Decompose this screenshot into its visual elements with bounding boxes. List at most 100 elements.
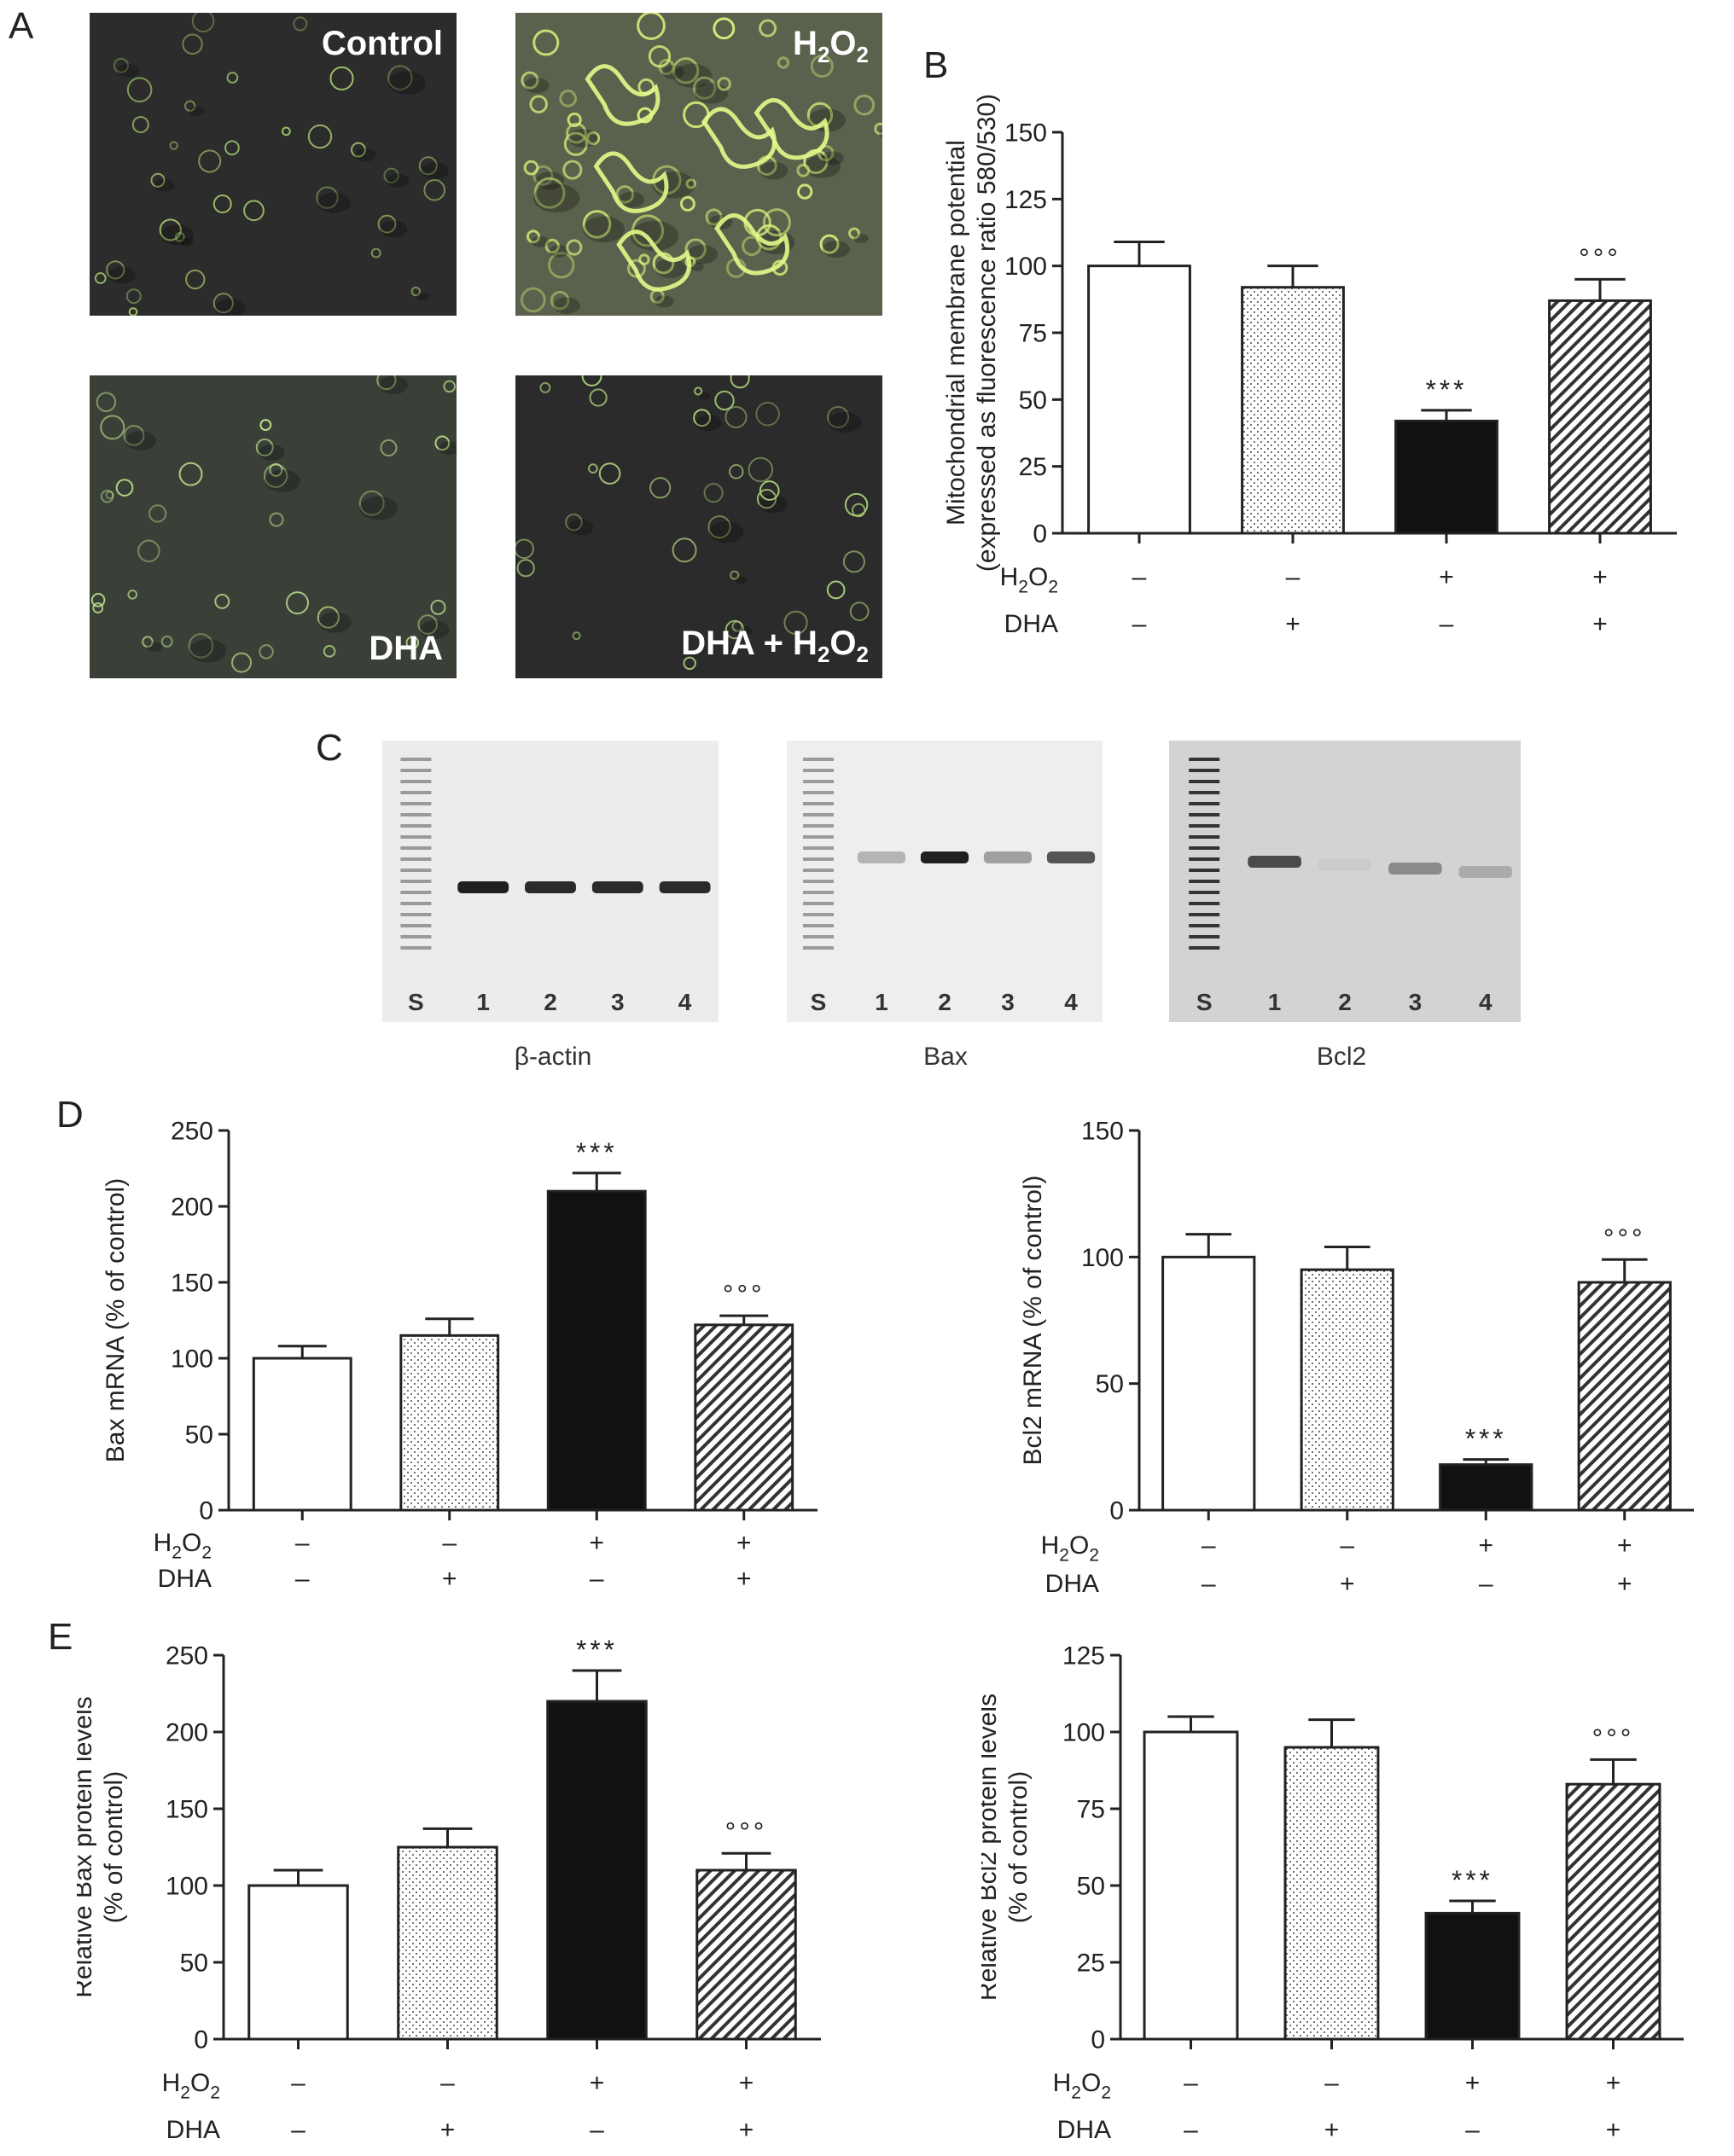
gel-lane-label: 1 — [476, 989, 490, 1015]
y-tick-label: 250 — [166, 1642, 208, 1671]
gel-caption-bax: Bax — [923, 1043, 968, 1071]
y-tick-label: 250 — [171, 1118, 213, 1146]
y-tick-label: 100 — [1081, 1244, 1124, 1272]
significance-annotation: *** — [1426, 374, 1468, 404]
treatment-sign: + — [1606, 2116, 1621, 2144]
gel-image: S 1 2 3 4 — [1169, 741, 1521, 1022]
gel-band — [857, 851, 906, 863]
treatment-sign: + — [1478, 1531, 1493, 1560]
treatment-sign: + — [1617, 1531, 1632, 1560]
treatment-label-h2o2: H2O2 — [1000, 563, 1058, 596]
treatment-sign: – — [1324, 2069, 1339, 2097]
treatment-sign: – — [1184, 2069, 1198, 2097]
micrograph-label: DHA + H2O2 — [681, 625, 869, 667]
y-tick-label: 150 — [166, 1796, 208, 1824]
treatment-sign: + — [1592, 610, 1608, 638]
chart-plot: 0 25 50 75 100 125 150 *** °°° Mitochondrial memb… — [942, 94, 1677, 638]
y-tick-label: 50 — [1077, 1873, 1105, 1901]
treatment-label-dha: DHA — [1057, 2116, 1111, 2144]
gel-band — [457, 881, 509, 893]
y-tick-label: 150 — [1004, 119, 1047, 148]
micrograph-label: Control — [321, 25, 443, 62]
treatment-sign: + — [1617, 1570, 1632, 1598]
treatment-sign: – — [295, 1529, 310, 1557]
treatment-sign: + — [736, 1565, 752, 1593]
gel-caption-bcl2: Bcl2 — [1316, 1043, 1367, 1071]
y-tick-label: 125 — [1062, 1642, 1105, 1671]
gel-lane-label: 4 — [678, 989, 692, 1015]
micrograph-control: Control — [90, 13, 457, 316]
treatment-sign: – — [1440, 610, 1454, 638]
treatment-label-dha: DHA — [158, 1565, 212, 1593]
micrograph-label: DHA — [369, 630, 443, 667]
bar — [1300, 1268, 1394, 1512]
y-tick-label: 200 — [166, 1719, 208, 1747]
gel-band — [1388, 863, 1442, 875]
significance-annotation: °°° — [723, 1279, 765, 1310]
treatment-sign: + — [1592, 563, 1608, 591]
treatment-sign: – — [1202, 1570, 1216, 1598]
bar — [397, 1845, 498, 2041]
gel-image: S 1 2 3 4 — [787, 741, 1103, 1022]
micrograph-h2o2: H2O2 — [515, 13, 882, 316]
significance-annotation: *** — [576, 1136, 618, 1167]
treatment-sign: + — [739, 2116, 754, 2144]
gel-band — [983, 851, 1033, 863]
bar — [1394, 419, 1498, 535]
y-tick-label: 25 — [1019, 453, 1047, 481]
treatment-sign: – — [1286, 563, 1300, 591]
y-axis-label: Bax mRNA (% of control) — [102, 1178, 130, 1462]
y-tick-label: 100 — [171, 1345, 213, 1374]
gel-lane-label: 4 — [1064, 989, 1078, 1015]
chart-plot: 0 50 100 150 *** °°° Bcl2 mRNA (% of control) H… — [1019, 1118, 1694, 1598]
micrograph-image — [515, 13, 882, 316]
treatment-sign: – — [1202, 1531, 1216, 1560]
y-tick-label: 150 — [171, 1270, 213, 1298]
treatment-sign: + — [440, 2116, 456, 2144]
bar — [252, 1357, 352, 1512]
y-tick-label: 25 — [1077, 1950, 1105, 1978]
treatment-sign: – — [291, 2069, 305, 2097]
gel-bcl2: S 1 2 3 4 — [1169, 741, 1521, 1022]
y-axis-label: Relative Bax protein levels(% of control… — [77, 1696, 128, 1998]
gel-beta-actin: S 1 2 3 4 — [382, 741, 719, 1022]
gel-lane-label: 2 — [544, 989, 557, 1015]
y-tick-label: 50 — [180, 1950, 208, 1978]
bar — [1283, 1746, 1380, 2041]
chart-b-mitochondrial-potential: 0 25 50 75 100 125 150 *** °°° Mitochondrial memb… — [942, 94, 1677, 638]
gel-caption-beta-actin: β-actin — [514, 1043, 592, 1071]
bar — [694, 1323, 794, 1512]
treatment-sign: – — [440, 2069, 455, 2097]
y-tick-label: 100 — [1062, 1719, 1105, 1747]
gel-lane-label: S — [811, 989, 827, 1015]
bar — [1577, 1281, 1672, 1512]
y-axis-label: Bcl2 mRNA (% of control) — [1019, 1175, 1047, 1465]
gel-band — [1248, 856, 1301, 868]
panel-label-c: C — [316, 727, 343, 769]
chart-d-bcl2-mrna: 0 50 100 150 *** °°° Bcl2 mRNA (% of control) H… — [1019, 1118, 1694, 1598]
micrograph-image — [90, 375, 457, 678]
y-tick-label: 0 — [1033, 520, 1047, 549]
bar — [1087, 264, 1191, 535]
treatment-label-h2o2: H2O2 — [162, 2069, 220, 2102]
y-tick-label: 0 — [199, 1497, 213, 1525]
significance-annotation: *** — [1465, 1423, 1507, 1454]
significance-annotation: °°° — [1592, 1723, 1635, 1753]
panel-label-b: B — [923, 44, 949, 86]
treatment-sign: + — [442, 1565, 457, 1593]
treatment-label-h2o2: H2O2 — [1053, 2069, 1111, 2102]
treatment-sign: – — [295, 1565, 310, 1593]
treatment-label-h2o2: H2O2 — [154, 1529, 212, 1562]
treatment-sign: – — [1132, 610, 1147, 638]
gel-lane-label: 2 — [1338, 989, 1352, 1015]
treatment-label-dha: DHA — [1004, 610, 1058, 638]
y-tick-label: 50 — [1096, 1370, 1124, 1398]
gel-lane-label: 3 — [1001, 989, 1015, 1015]
panel-label-d: D — [56, 1094, 84, 1136]
bar — [1424, 1911, 1521, 2041]
bar — [1565, 1782, 1661, 2041]
bar — [546, 1700, 648, 2041]
panel-label-e: E — [48, 1616, 73, 1658]
y-tick-label: 0 — [194, 2026, 208, 2054]
y-tick-label: 50 — [1019, 386, 1047, 415]
